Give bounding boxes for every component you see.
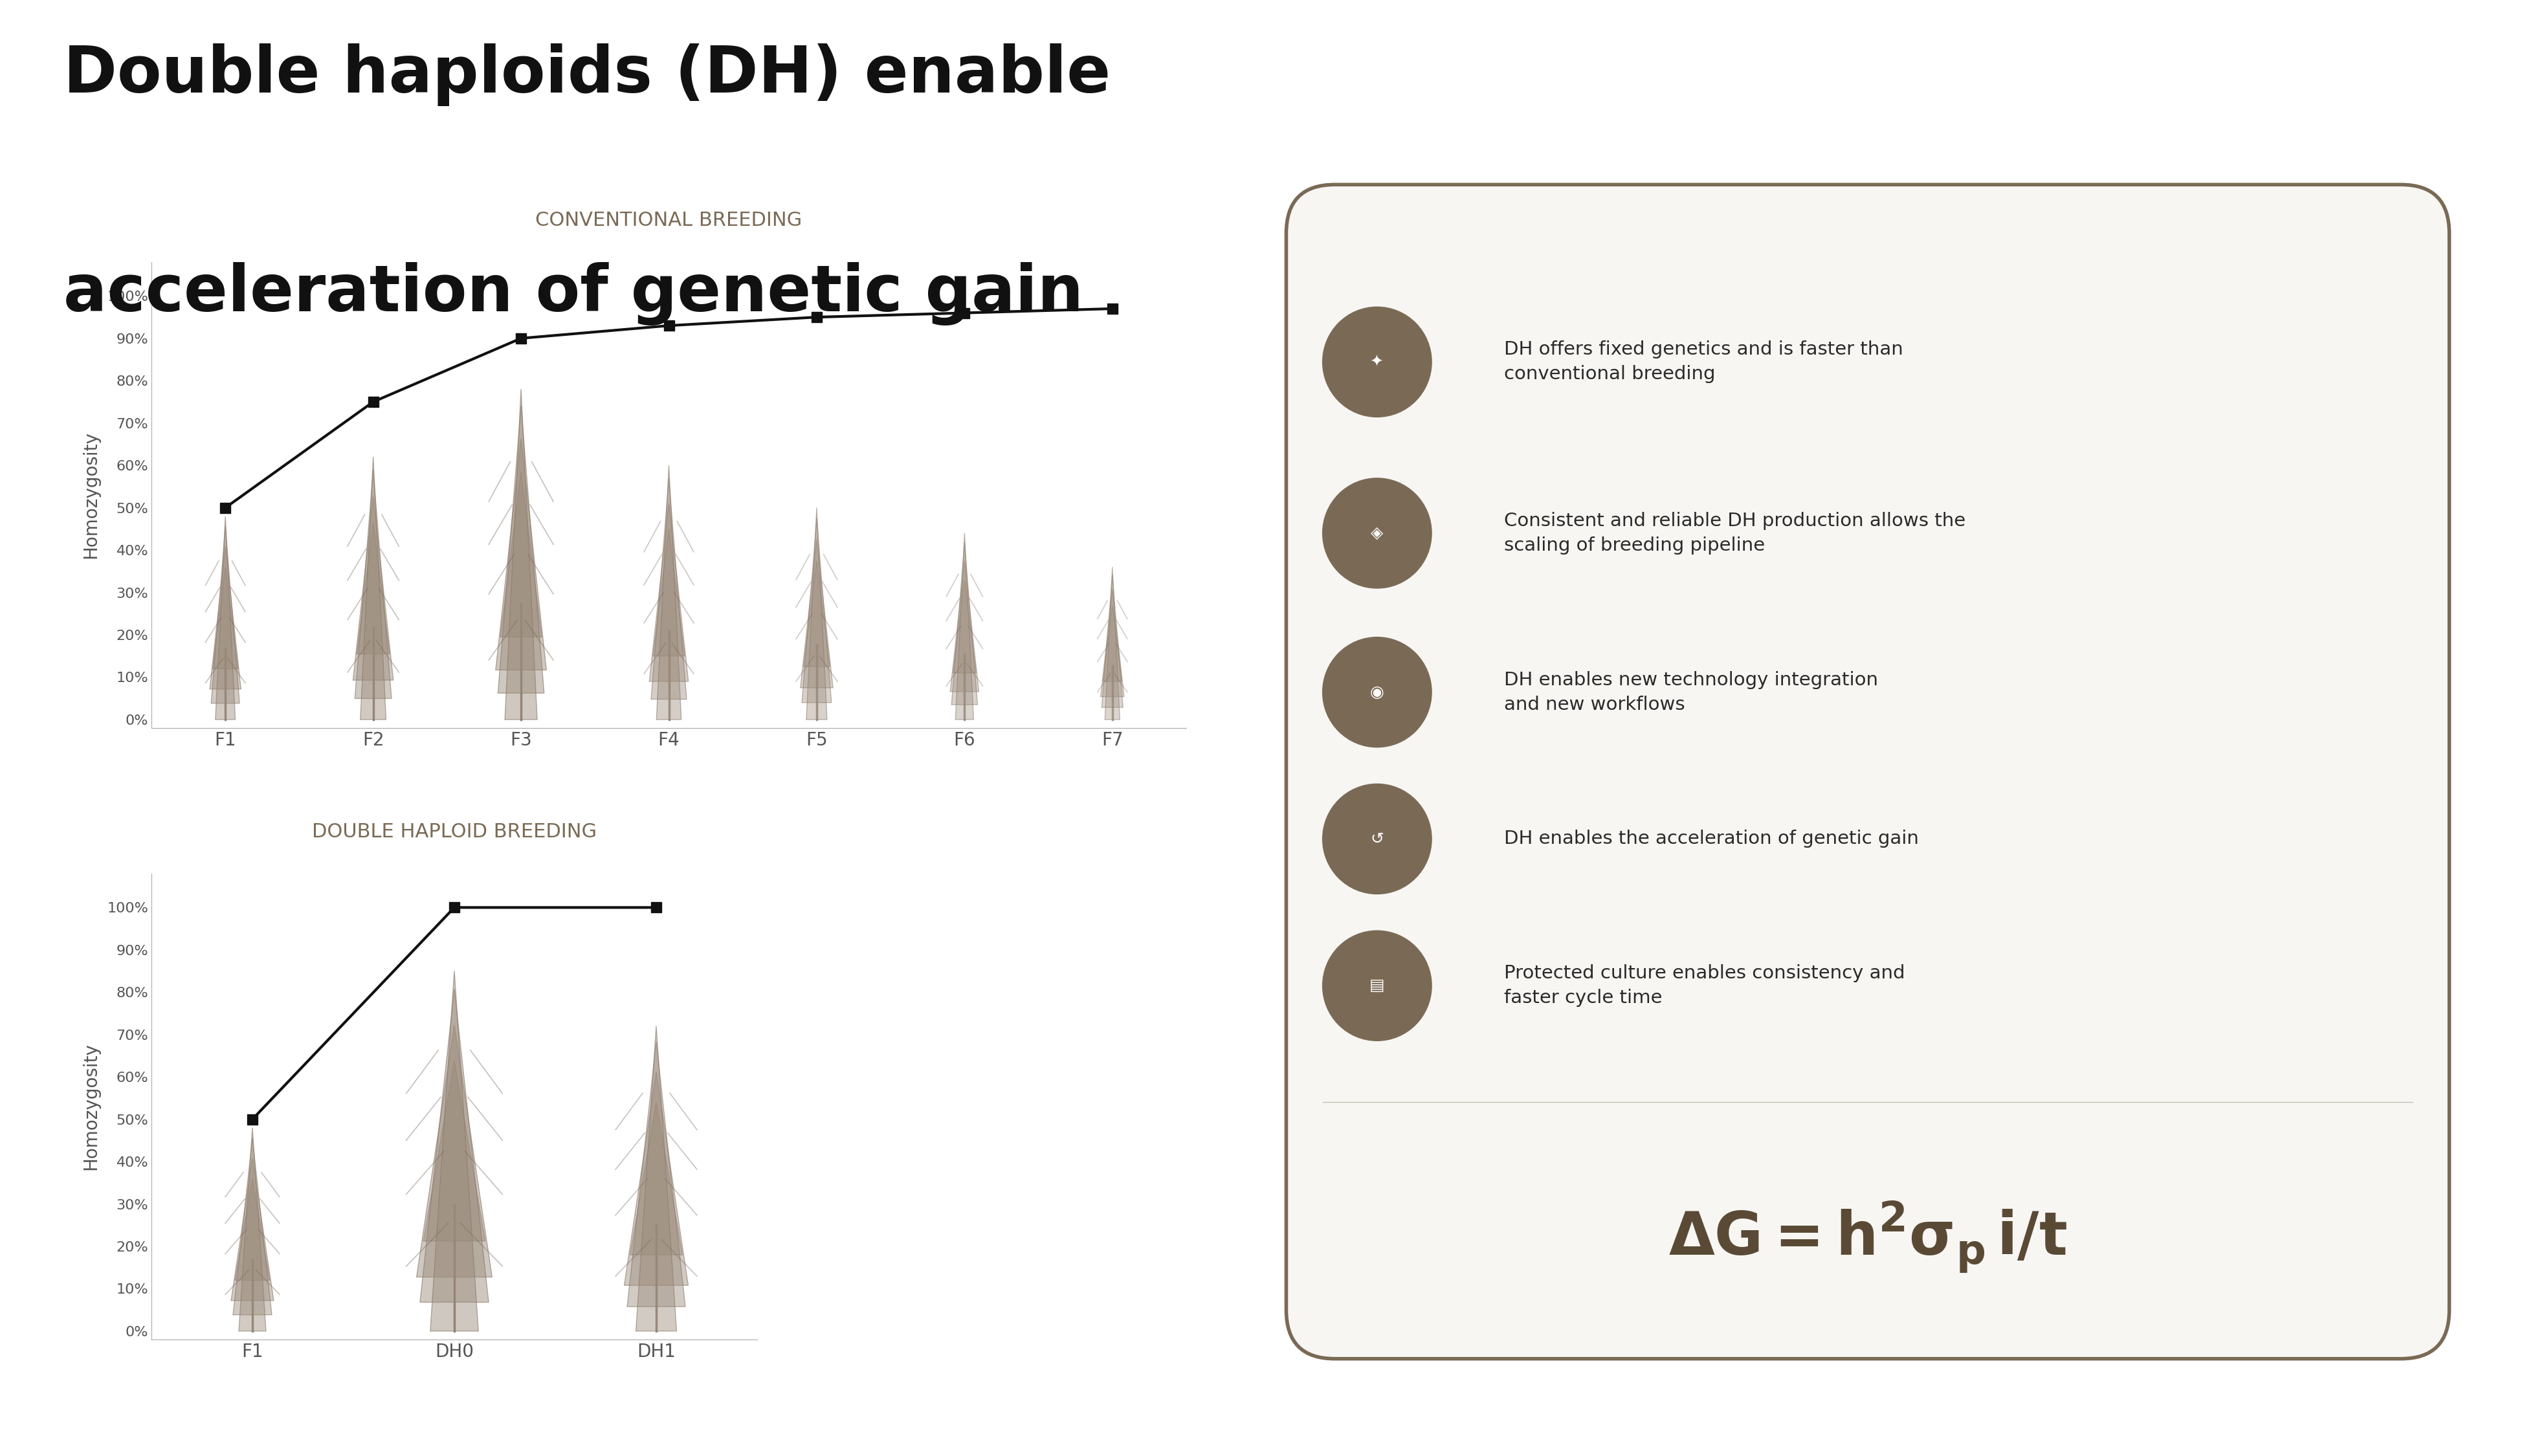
Polygon shape xyxy=(356,470,391,699)
Polygon shape xyxy=(505,389,538,719)
Polygon shape xyxy=(215,517,235,719)
Polygon shape xyxy=(353,496,394,680)
Polygon shape xyxy=(949,561,979,692)
Polygon shape xyxy=(356,523,389,654)
Polygon shape xyxy=(240,1128,265,1331)
Text: DOUBLE HAPLOID BREEDING: DOUBLE HAPLOID BREEDING xyxy=(313,823,596,842)
Y-axis label: Homozygosity: Homozygosity xyxy=(81,431,101,559)
Polygon shape xyxy=(631,1102,681,1255)
Polygon shape xyxy=(1100,575,1123,708)
Polygon shape xyxy=(497,406,545,693)
Polygon shape xyxy=(1103,606,1123,681)
Polygon shape xyxy=(495,438,545,670)
Polygon shape xyxy=(952,543,977,705)
Polygon shape xyxy=(209,546,240,689)
FancyBboxPatch shape xyxy=(1287,185,2448,1358)
Text: ◈: ◈ xyxy=(1371,526,1383,542)
Polygon shape xyxy=(419,989,490,1302)
Text: ▤: ▤ xyxy=(1371,978,1386,993)
Circle shape xyxy=(1323,783,1431,894)
Text: $\mathbf{\Delta G = h^2\sigma_p\,i/t}$: $\mathbf{\Delta G = h^2\sigma_p\,i/t}$ xyxy=(1668,1198,2067,1274)
Text: ↺: ↺ xyxy=(1371,831,1383,847)
Text: ◉: ◉ xyxy=(1371,684,1383,700)
Polygon shape xyxy=(649,504,689,681)
Polygon shape xyxy=(235,1178,270,1280)
Circle shape xyxy=(1323,638,1431,747)
Circle shape xyxy=(1323,478,1431,588)
Polygon shape xyxy=(651,478,687,699)
Polygon shape xyxy=(1100,590,1123,696)
Polygon shape xyxy=(954,579,977,673)
Text: ✦: ✦ xyxy=(1371,354,1383,370)
Polygon shape xyxy=(803,518,830,703)
Text: DH enables the acceleration of genetic gain: DH enables the acceleration of genetic g… xyxy=(1504,830,1918,847)
Polygon shape xyxy=(626,1041,687,1306)
Text: Protected culture enables consistency and
faster cycle time: Protected culture enables consistency an… xyxy=(1504,964,1906,1008)
Polygon shape xyxy=(800,540,833,687)
Polygon shape xyxy=(636,1026,676,1331)
Polygon shape xyxy=(803,561,830,667)
Y-axis label: Homozygosity: Homozygosity xyxy=(81,1042,101,1171)
Text: Double haploids (DH) enable: Double haploids (DH) enable xyxy=(63,44,1111,106)
Text: DH offers fixed genetics and is faster than
conventional breeding: DH offers fixed genetics and is faster t… xyxy=(1504,341,1903,383)
Circle shape xyxy=(1323,930,1431,1041)
Polygon shape xyxy=(212,566,237,668)
Polygon shape xyxy=(957,533,974,719)
Polygon shape xyxy=(361,457,386,719)
Polygon shape xyxy=(424,1061,485,1241)
Text: CONVENTIONAL BREEDING: CONVENTIONAL BREEDING xyxy=(535,211,803,230)
Circle shape xyxy=(1323,307,1431,416)
Text: acceleration of genetic gain: acceleration of genetic gain xyxy=(63,262,1083,326)
Polygon shape xyxy=(212,527,240,703)
Polygon shape xyxy=(805,508,828,719)
Text: Consistent and reliable DH production allows the
scaling of breeding pipeline: Consistent and reliable DH production al… xyxy=(1504,513,1966,555)
Polygon shape xyxy=(429,971,480,1331)
Polygon shape xyxy=(232,1139,273,1315)
Polygon shape xyxy=(500,472,543,636)
Polygon shape xyxy=(232,1158,273,1300)
Polygon shape xyxy=(416,1025,492,1277)
Polygon shape xyxy=(1106,566,1121,719)
Polygon shape xyxy=(654,529,684,657)
Polygon shape xyxy=(656,466,681,719)
Text: DH enables new technology integration
and new workflows: DH enables new technology integration an… xyxy=(1504,671,1878,713)
Polygon shape xyxy=(623,1072,689,1286)
